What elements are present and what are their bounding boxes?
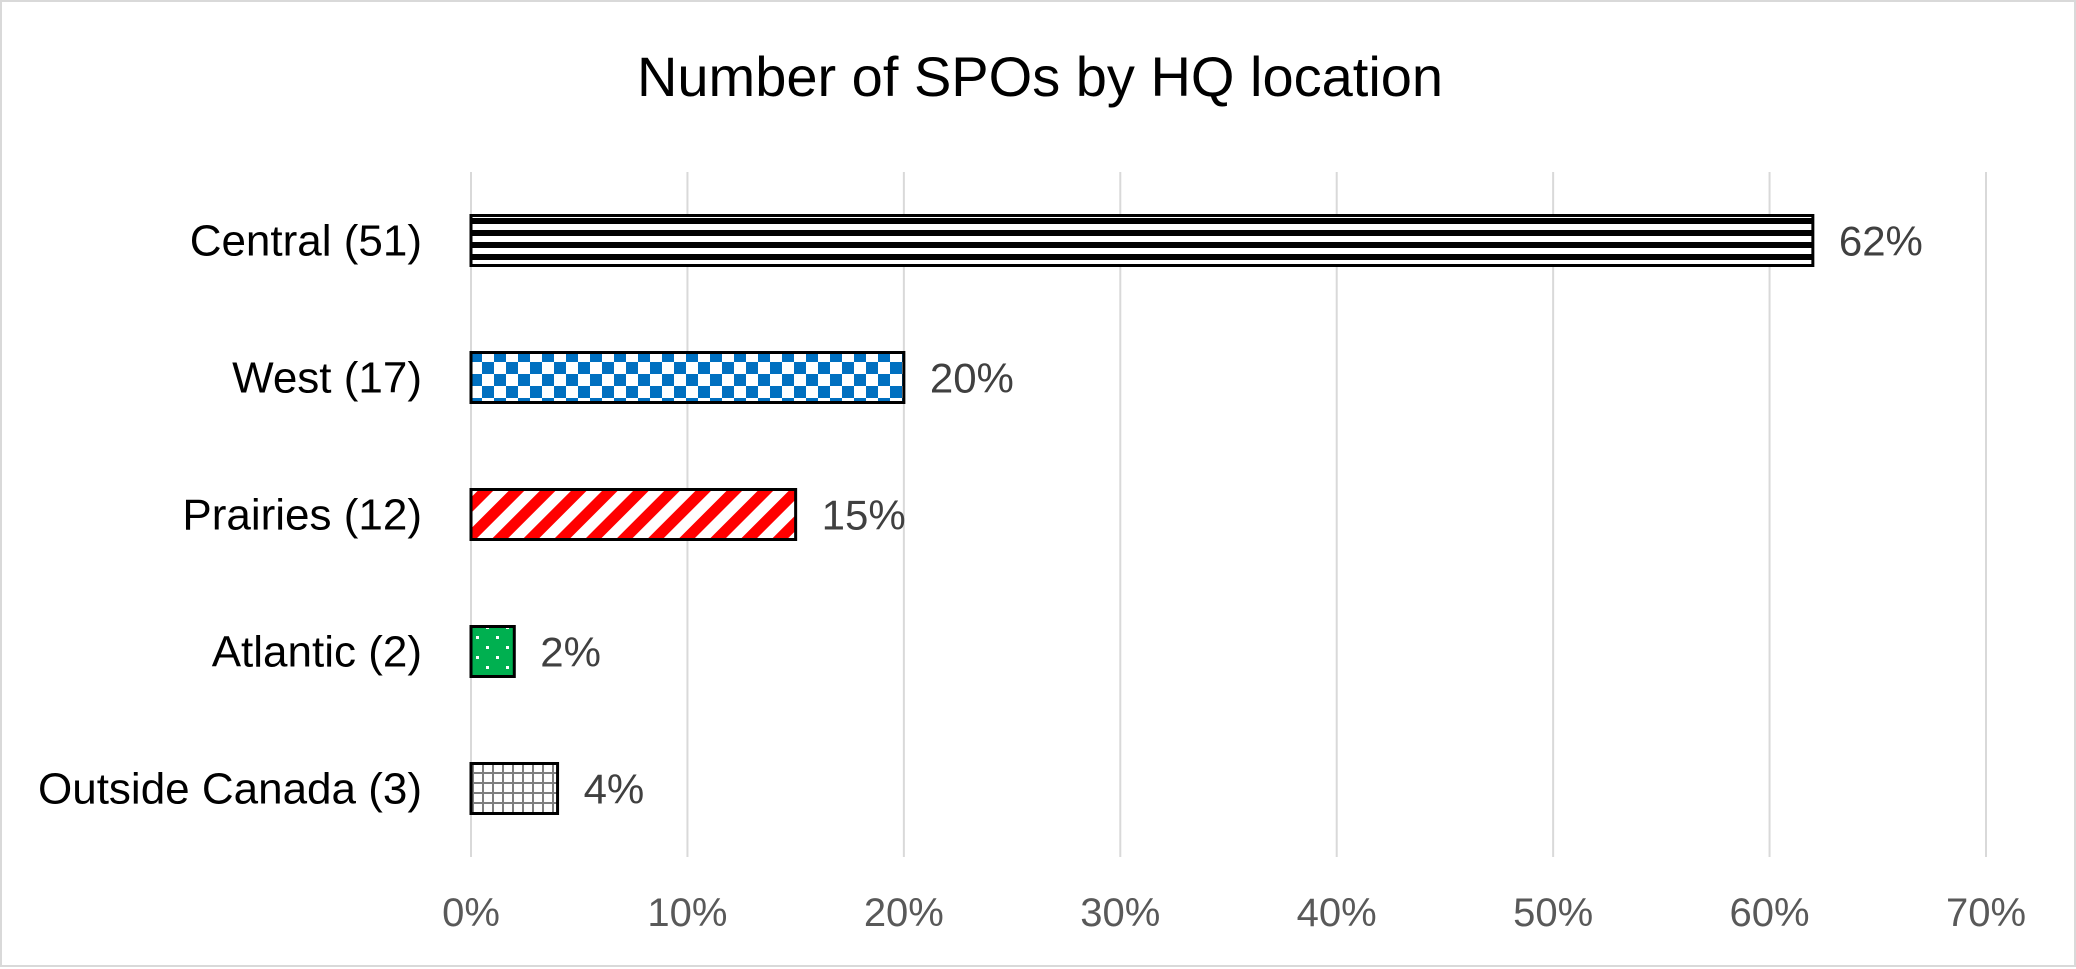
category-label-west: West (17) bbox=[232, 354, 422, 403]
category-label-outside-canada: Outside Canada (3) bbox=[38, 765, 422, 814]
bar-west bbox=[469, 351, 906, 404]
data-label-atlantic: 2% bbox=[540, 629, 601, 676]
x-tick-label: 0% bbox=[442, 891, 500, 935]
category-label-prairies: Prairies (12) bbox=[182, 491, 422, 540]
x-tick-label: 10% bbox=[647, 891, 727, 935]
category-label-atlantic: Atlantic (2) bbox=[212, 628, 422, 677]
bars bbox=[469, 214, 1815, 815]
bar-central bbox=[469, 214, 1815, 267]
data-label-central: 62% bbox=[1839, 218, 1923, 265]
x-axis-tick-labels: 0% 10% 20% 30% 40% 50% 60% 70% bbox=[442, 891, 2026, 935]
data-label-prairies: 15% bbox=[822, 492, 906, 539]
x-tick-label: 70% bbox=[1946, 891, 2026, 935]
x-tick-label: 30% bbox=[1080, 891, 1160, 935]
data-labels: 62% 20% 15% 2% 4% bbox=[540, 218, 1923, 813]
x-tick-label: 20% bbox=[864, 891, 944, 935]
bar-atlantic bbox=[469, 625, 516, 678]
gridlines bbox=[470, 172, 1987, 857]
data-label-outside-canada: 4% bbox=[584, 766, 645, 813]
x-tick-label: 40% bbox=[1297, 891, 1377, 935]
data-label-west: 20% bbox=[930, 355, 1014, 402]
bar-outside-canada bbox=[469, 762, 560, 815]
chart-title: Number of SPOs by HQ location bbox=[637, 45, 1443, 108]
category-labels: Central (51) West (17) Prairies (12) Atlant… bbox=[38, 217, 422, 814]
category-label-central: Central (51) bbox=[190, 217, 422, 266]
x-tick-label: 60% bbox=[1730, 891, 1810, 935]
bar-prairies bbox=[469, 488, 798, 541]
x-tick-label: 50% bbox=[1513, 891, 1593, 935]
